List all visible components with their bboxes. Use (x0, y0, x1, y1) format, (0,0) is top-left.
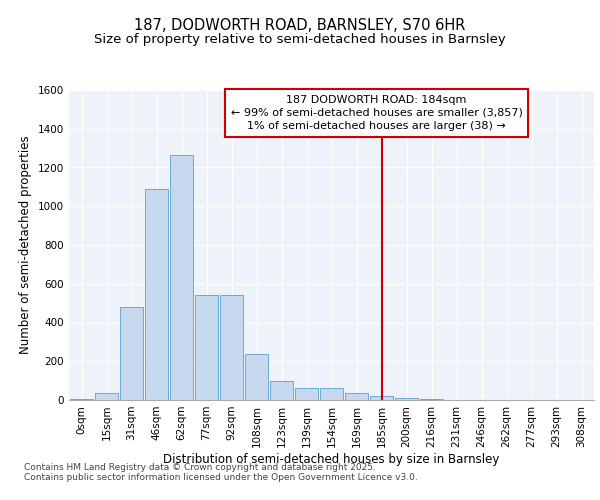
Text: 187 DODWORTH ROAD: 184sqm
← 99% of semi-detached houses are smaller (3,857)
1% o: 187 DODWORTH ROAD: 184sqm ← 99% of semi-… (230, 94, 523, 131)
Text: Size of property relative to semi-detached houses in Barnsley: Size of property relative to semi-detach… (94, 32, 506, 46)
Bar (170, 155, 193, 400)
Text: Contains HM Land Registry data © Crown copyright and database right 2025.
Contai: Contains HM Land Registry data © Crown c… (24, 462, 418, 482)
Bar (295, 388, 318, 400)
Bar (145, 189, 168, 400)
Y-axis label: Number of semi-detached properties: Number of semi-detached properties (19, 136, 32, 354)
Bar (345, 393, 368, 400)
Bar (395, 398, 418, 400)
Bar (320, 388, 343, 400)
Bar (220, 296, 243, 400)
Bar (420, 399, 443, 400)
Bar (245, 354, 268, 400)
Bar (195, 296, 218, 400)
Bar (70, 399, 93, 400)
Bar (95, 393, 118, 400)
Bar (120, 307, 143, 400)
Text: 187, DODWORTH ROAD, BARNSLEY, S70 6HR: 187, DODWORTH ROAD, BARNSLEY, S70 6HR (134, 18, 466, 32)
X-axis label: Distribution of semi-detached houses by size in Barnsley: Distribution of semi-detached houses by … (163, 452, 500, 466)
Bar (270, 380, 293, 400)
Bar (370, 396, 393, 400)
